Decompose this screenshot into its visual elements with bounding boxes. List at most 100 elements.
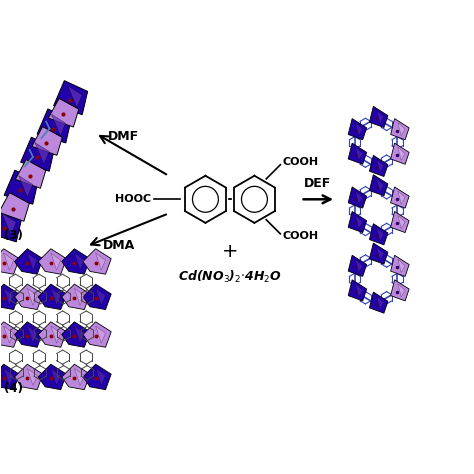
Polygon shape — [62, 364, 90, 390]
Polygon shape — [391, 211, 409, 233]
Polygon shape — [398, 215, 405, 228]
Polygon shape — [96, 253, 106, 270]
Polygon shape — [74, 253, 84, 270]
Polygon shape — [83, 284, 111, 310]
Polygon shape — [348, 118, 367, 140]
Polygon shape — [391, 280, 409, 301]
Polygon shape — [348, 187, 367, 208]
Polygon shape — [356, 123, 363, 136]
Polygon shape — [369, 175, 388, 196]
Polygon shape — [62, 249, 90, 274]
Polygon shape — [27, 253, 37, 270]
Polygon shape — [0, 364, 19, 390]
Polygon shape — [4, 253, 14, 270]
Polygon shape — [0, 322, 19, 347]
Polygon shape — [27, 368, 37, 385]
Text: Cd(NO$_3$)$_2$$\cdot$4H$_2$O: Cd(NO$_3$)$_2$$\cdot$4H$_2$O — [178, 269, 282, 285]
Polygon shape — [54, 81, 88, 115]
Polygon shape — [0, 208, 22, 242]
Polygon shape — [38, 249, 66, 274]
Text: COOH: COOH — [283, 157, 319, 167]
Text: (3): (3) — [4, 229, 23, 242]
Polygon shape — [96, 368, 106, 385]
Polygon shape — [0, 192, 29, 221]
Polygon shape — [51, 288, 61, 305]
Polygon shape — [377, 296, 384, 309]
Text: +: + — [222, 242, 238, 261]
Polygon shape — [391, 255, 409, 276]
Polygon shape — [348, 255, 367, 276]
Polygon shape — [369, 224, 388, 245]
Polygon shape — [377, 228, 384, 241]
Polygon shape — [391, 143, 409, 164]
Polygon shape — [74, 326, 84, 343]
Polygon shape — [398, 147, 405, 160]
Polygon shape — [369, 292, 388, 313]
Polygon shape — [377, 159, 384, 173]
Polygon shape — [20, 137, 55, 171]
Polygon shape — [0, 284, 19, 310]
Polygon shape — [398, 123, 405, 136]
Polygon shape — [348, 143, 367, 164]
Text: COOH: COOH — [283, 231, 319, 241]
Polygon shape — [96, 288, 106, 305]
Text: DEF: DEF — [303, 177, 331, 190]
Polygon shape — [348, 280, 367, 301]
Polygon shape — [51, 253, 61, 270]
Polygon shape — [15, 364, 43, 390]
Polygon shape — [348, 211, 367, 233]
Polygon shape — [68, 86, 82, 108]
Polygon shape — [369, 106, 388, 128]
Polygon shape — [62, 322, 90, 347]
Polygon shape — [18, 175, 33, 197]
Polygon shape — [37, 109, 71, 143]
Polygon shape — [83, 364, 111, 390]
Polygon shape — [15, 322, 43, 347]
Polygon shape — [32, 127, 62, 155]
Polygon shape — [377, 110, 384, 124]
Polygon shape — [51, 326, 61, 343]
Polygon shape — [15, 249, 43, 274]
Text: HOOC: HOOC — [115, 194, 151, 204]
Polygon shape — [38, 284, 66, 310]
Polygon shape — [0, 249, 19, 274]
Polygon shape — [62, 284, 90, 310]
Polygon shape — [377, 179, 384, 192]
Polygon shape — [377, 247, 384, 260]
Polygon shape — [38, 364, 66, 390]
Polygon shape — [391, 187, 409, 208]
Polygon shape — [4, 170, 38, 204]
Polygon shape — [398, 284, 405, 297]
Polygon shape — [4, 288, 14, 305]
Polygon shape — [356, 284, 363, 297]
Polygon shape — [4, 368, 14, 385]
Polygon shape — [27, 326, 37, 343]
Polygon shape — [4, 326, 14, 343]
Polygon shape — [356, 147, 363, 160]
Polygon shape — [83, 322, 111, 347]
Polygon shape — [35, 143, 49, 164]
Polygon shape — [38, 322, 66, 347]
Polygon shape — [96, 326, 106, 343]
Text: DMF: DMF — [109, 130, 139, 143]
Polygon shape — [51, 368, 61, 385]
Polygon shape — [52, 114, 66, 136]
Polygon shape — [391, 118, 409, 140]
Polygon shape — [74, 288, 84, 305]
Polygon shape — [369, 243, 388, 264]
Polygon shape — [369, 155, 388, 176]
Polygon shape — [356, 191, 363, 204]
Polygon shape — [27, 288, 37, 305]
Polygon shape — [83, 249, 111, 274]
Polygon shape — [356, 259, 363, 273]
Text: (4): (4) — [4, 382, 23, 394]
Polygon shape — [398, 191, 405, 204]
Polygon shape — [74, 368, 84, 385]
Polygon shape — [15, 160, 46, 188]
Polygon shape — [398, 259, 405, 273]
Polygon shape — [2, 213, 16, 235]
Polygon shape — [15, 284, 43, 310]
Polygon shape — [48, 99, 79, 127]
Polygon shape — [356, 215, 363, 228]
Text: DMA: DMA — [103, 239, 135, 252]
